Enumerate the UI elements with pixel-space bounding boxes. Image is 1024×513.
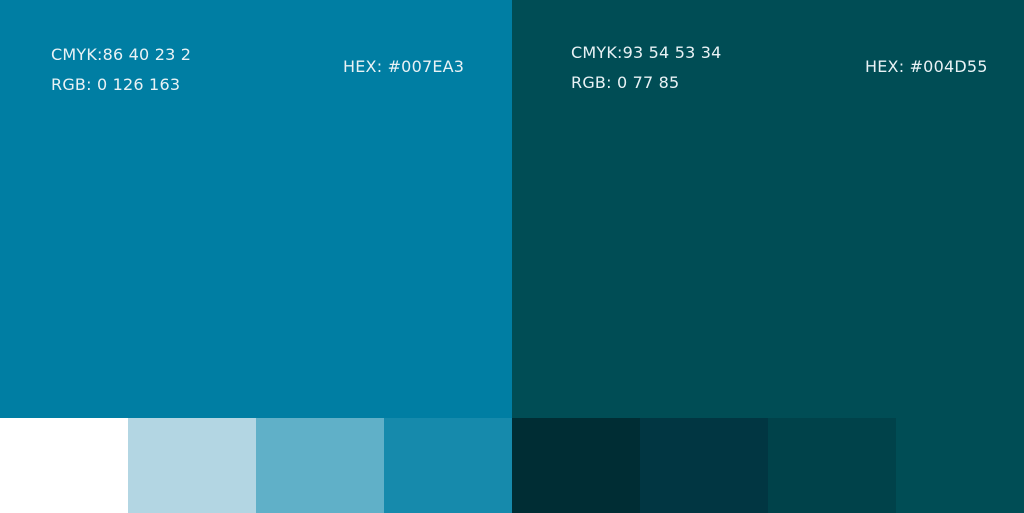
swatch-strip [0,418,1024,513]
swatch-1 [0,418,128,513]
swatch-2 [128,418,256,513]
hex-value-secondary: HEX: #004D55 [865,57,988,76]
swatch-8 [896,418,1024,513]
swatch-6 [640,418,768,513]
color-panel-secondary: CMYK:93 54 53 34 RGB: 0 77 85 HEX: #004D… [512,0,1024,418]
cmyk-value-secondary: CMYK:93 54 53 34 [571,43,722,62]
rgb-value-primary: RGB: 0 126 163 [51,75,181,94]
swatch-3 [256,418,384,513]
swatch-7 [768,418,896,513]
color-panel-primary: CMYK:86 40 23 2 RGB: 0 126 163 HEX: #007… [0,0,512,418]
swatch-5 [512,418,640,513]
hex-value-primary: HEX: #007EA3 [343,57,465,76]
cmyk-value-primary: CMYK:86 40 23 2 [51,45,192,64]
rgb-value-secondary: RGB: 0 77 85 [571,73,680,92]
swatch-4 [384,418,512,513]
